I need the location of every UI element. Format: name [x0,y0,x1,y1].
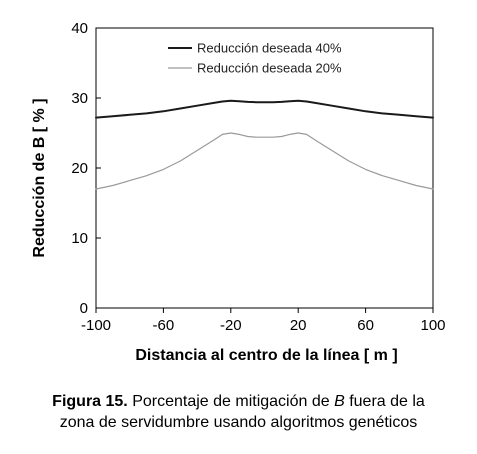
series-line-2 [95,132,434,190]
caption-italic-symbol: B [334,393,345,410]
y-tick-label: 30 [71,90,88,107]
x-tick-label: -100 [81,317,111,334]
tick-labels: 0 10 20 30 40 -100 -60 -20 20 60 100 [71,20,445,334]
caption-line-1: Figura 15. Porcentaje de mitigación de B… [0,391,477,412]
caption-text-before: Porcentaje de mitigación de [127,393,335,410]
x-tick-label: 20 [290,317,307,334]
legend: Reducción deseada 40% Reducción deseada 2… [168,41,342,76]
y-tick-label: 10 [71,230,88,247]
series-line-1 [95,99,434,119]
caption-text-after: fuera de la [344,393,425,410]
y-tick-label: 0 [80,300,88,317]
caption-line-2: zona de servidumbre usando algoritmos ge… [59,414,418,431]
y-tick-label: 20 [71,160,88,177]
y-axis-title: Reducción de B [ % ] [31,98,48,257]
caption-label: Figura 15. [52,393,128,410]
figure-caption: Figura 15. Porcentaje de mitigación de B… [0,391,477,433]
legend-label-2: Reducción deseada 20% [197,61,342,76]
x-axis-title: Distancia al centro de la línea [ m ] [135,347,397,364]
legend-label-1: Reducción deseada 40% [197,41,342,56]
line-chart: 0 10 20 30 40 -100 -60 -20 20 60 100 Reducción des… [31,20,446,364]
y-tick-label: 40 [71,20,88,37]
x-tick-label: 60 [357,317,374,334]
axes [95,27,434,313]
x-tick-label: 100 [420,317,445,334]
series-lines [95,99,434,190]
x-tick-label: -20 [220,317,242,334]
x-tick-label: -60 [153,317,175,334]
